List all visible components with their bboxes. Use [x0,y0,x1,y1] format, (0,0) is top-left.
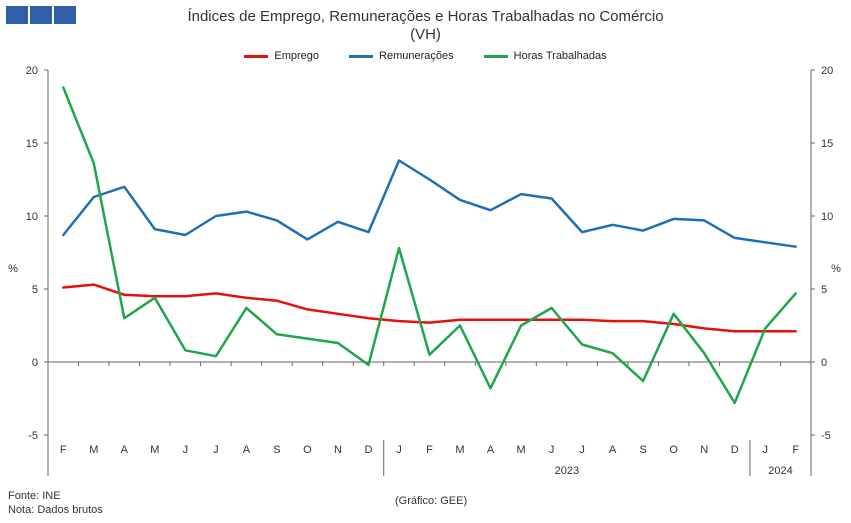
chart-title-line2: (VH) [410,26,441,43]
x-tick-label: J [762,444,768,456]
year-label: 2024 [768,465,792,477]
series-line [62,86,797,405]
legend-label: Emprego [274,50,320,62]
x-tick-label: M [150,444,159,456]
x-tick-label: A [121,444,129,456]
y-tick-label-left: 15 [26,138,38,150]
legend-item: Emprego [244,50,319,62]
x-tick-label: M [516,444,525,456]
y-tick-label-right: 20 [821,65,833,77]
y-axis-label-left: % [8,263,18,275]
y-tick-label-right: 15 [821,138,833,150]
chart-legend: Emprego Remunerações Horas Trabalhadas [0,50,851,62]
x-tick-label: A [487,444,495,456]
x-tick-label: F [60,444,67,456]
x-tick-label: S [639,444,646,456]
logo-block [6,6,28,24]
y-tick-label-right: 10 [821,211,833,223]
y-tick-label-right: 0 [821,357,827,369]
legend-swatch [349,54,374,58]
x-tick-label: F [426,444,433,456]
legend-item: Horas Trabalhadas [483,50,607,62]
x-tick-label: O [669,444,678,456]
y-tick-label-right: 5 [821,284,827,296]
x-tick-label: S [273,444,280,456]
logo-block [54,6,76,24]
legend-item: Remunerações [349,50,454,62]
y-tick-label-left: 5 [32,284,38,296]
x-tick-label: A [243,444,251,456]
x-tick-label: J [183,444,189,456]
x-tick-label: D [364,444,372,456]
y-tick-label-left: 20 [26,65,38,77]
chart-title-line1: Índices de Emprego, Remunerações e Horas… [187,8,664,25]
legend-swatch [483,54,508,58]
x-tick-label: J [579,444,585,456]
x-tick-label: J [396,444,402,456]
legend-label: Horas Trabalhadas [513,50,607,62]
x-tick-label: M [89,444,98,456]
y-axis-label-right: % [831,263,841,275]
x-tick-label: N [700,444,708,456]
x-tick-label: M [455,444,464,456]
series-line [62,283,797,333]
x-tick-label: N [334,444,342,456]
source-text: Fonte: INE [8,490,61,502]
brand-logo [6,6,76,24]
logo-block [30,6,52,24]
y-tick-label-left: -5 [28,430,38,442]
credit-text: (Gráfico: GEE) [395,495,468,507]
x-tick-label: O [303,444,312,456]
y-tick-label-right: -5 [821,430,831,442]
chart-footer-notes: Fonte: INE Nota: Dados brutos [8,489,103,517]
x-tick-label: F [792,444,799,456]
year-label: 2023 [555,465,579,477]
chart-title: Índices de Emprego, Remunerações e Horas… [0,8,851,44]
series-line [62,159,797,248]
x-tick-label: A [609,444,617,456]
legend-swatch [244,54,269,58]
x-tick-label: D [731,444,739,456]
x-tick-label: J [549,444,555,456]
y-tick-label-left: 0 [32,357,38,369]
y-tick-label-left: 10 [26,211,38,223]
note-text: Nota: Dados brutos [8,504,103,516]
x-tick-label: J [213,444,219,456]
legend-label: Remunerações [379,50,454,62]
